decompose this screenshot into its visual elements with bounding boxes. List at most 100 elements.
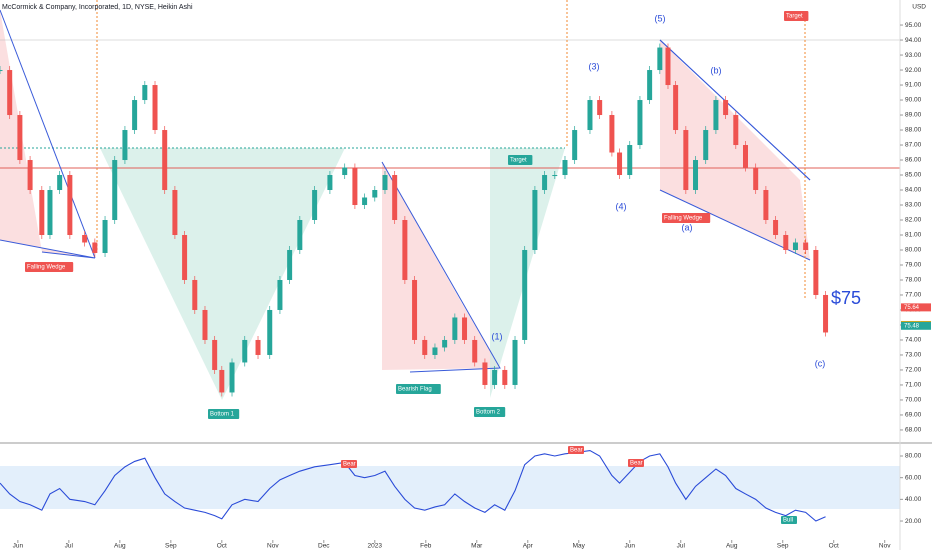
annotation-box (784, 11, 809, 21)
annotation: (a) (682, 222, 693, 232)
candle (482, 362, 488, 385)
annotation: (4) (616, 201, 627, 211)
x-tick-label: Jul (65, 543, 74, 550)
y-tick-label: 86.00 (905, 157, 922, 164)
candle (297, 220, 303, 250)
y-tick-label: 89.00 (905, 112, 922, 119)
candle (277, 279, 283, 310)
candle (627, 145, 633, 176)
cup-area (100, 148, 345, 400)
candle (803, 242, 809, 250)
y-tick-label: 88.00 (905, 127, 922, 134)
candle (452, 317, 458, 340)
cup-area (490, 148, 565, 398)
price-tag-label: 75.64 (904, 305, 920, 311)
annotation-box (25, 262, 74, 272)
x-tick-label: Aug (114, 543, 126, 550)
annotation-box (508, 155, 533, 165)
candle (647, 70, 653, 101)
candle (132, 100, 138, 131)
annotation-box (396, 384, 441, 394)
candle (67, 175, 73, 235)
candle (242, 339, 248, 363)
y-tick-label: 84.00 (905, 187, 922, 194)
y-tick-label: 93.00 (905, 52, 922, 59)
candle (723, 100, 729, 116)
y-tick-label: 40.00 (905, 496, 922, 503)
candle (432, 347, 438, 355)
candle (733, 115, 739, 146)
candle (512, 339, 518, 385)
candle (532, 190, 538, 250)
annotation: Bear (343, 462, 356, 468)
candle (27, 160, 33, 191)
candle (229, 362, 235, 393)
candle (192, 279, 198, 310)
candle (617, 152, 623, 176)
candle (713, 100, 719, 131)
candle (472, 339, 478, 363)
annotation-box (662, 213, 711, 223)
y-tick-label: 77.00 (905, 292, 922, 299)
candle (813, 249, 819, 295)
wedge-area (660, 40, 810, 260)
y-tick-label: 80.00 (905, 453, 922, 460)
y-tick-label: 85.00 (905, 172, 922, 179)
candle (562, 160, 568, 176)
candle (267, 309, 273, 355)
candle (342, 167, 348, 176)
y-tick-label: 68.00 (905, 427, 922, 434)
annotation: (b) (711, 65, 722, 75)
price-tag-label: 75.48 (904, 323, 920, 329)
candle (312, 190, 318, 220)
annotation-box (628, 459, 644, 467)
candle (122, 130, 128, 161)
candle (112, 160, 118, 220)
y-tick-label: 83.00 (905, 202, 922, 209)
y-tick-label: 91.00 (905, 82, 922, 89)
x-tick-label: Sep (777, 543, 789, 550)
y-tick-label: 20.00 (905, 518, 922, 525)
x-tick-label: Oct (217, 543, 227, 550)
trendline (0, 9, 96, 259)
candle (522, 249, 528, 340)
candle (382, 175, 388, 191)
trendline (659, 39, 811, 181)
candle (255, 339, 261, 355)
y-tick-label: 69.00 (905, 412, 922, 419)
candle (665, 47, 671, 86)
candle (683, 130, 689, 191)
annotation: Bottom 2 (476, 410, 501, 416)
y-tick-label: 92.00 (905, 67, 922, 74)
candle (703, 130, 709, 161)
candle (392, 175, 398, 220)
chart-title: McCormick & Company, Incorporated, 1D, N… (2, 4, 193, 11)
candle (92, 242, 98, 253)
annotation: Target (510, 158, 527, 164)
y-tick-label: 74.00 (905, 337, 922, 344)
rsi-line (0, 450, 826, 522)
candle (673, 85, 679, 131)
x-tick-label: 2023 (368, 543, 383, 550)
annotation: Bull (783, 518, 793, 524)
candle (462, 317, 468, 340)
y-tick-label: 82.00 (905, 217, 922, 224)
candle (597, 100, 603, 116)
candle (82, 234, 88, 243)
candle (572, 130, 578, 161)
candle (287, 249, 293, 280)
x-tick-label: Dec (318, 543, 330, 550)
candle (587, 100, 593, 131)
annotation: Bear (570, 448, 583, 454)
candle (542, 175, 548, 191)
currency: USD (912, 4, 926, 11)
y-tick-label: 90.00 (905, 97, 922, 104)
y-tick-label: 87.00 (905, 142, 922, 149)
x-tick-label: Nov (267, 543, 279, 550)
annotation: Bottom 1 (210, 412, 235, 418)
candle (402, 220, 408, 280)
y-tick-label: 95.00 (905, 22, 922, 29)
candle (693, 160, 699, 191)
y-tick-label: 60.00 (905, 474, 922, 481)
price-tag (901, 321, 931, 330)
